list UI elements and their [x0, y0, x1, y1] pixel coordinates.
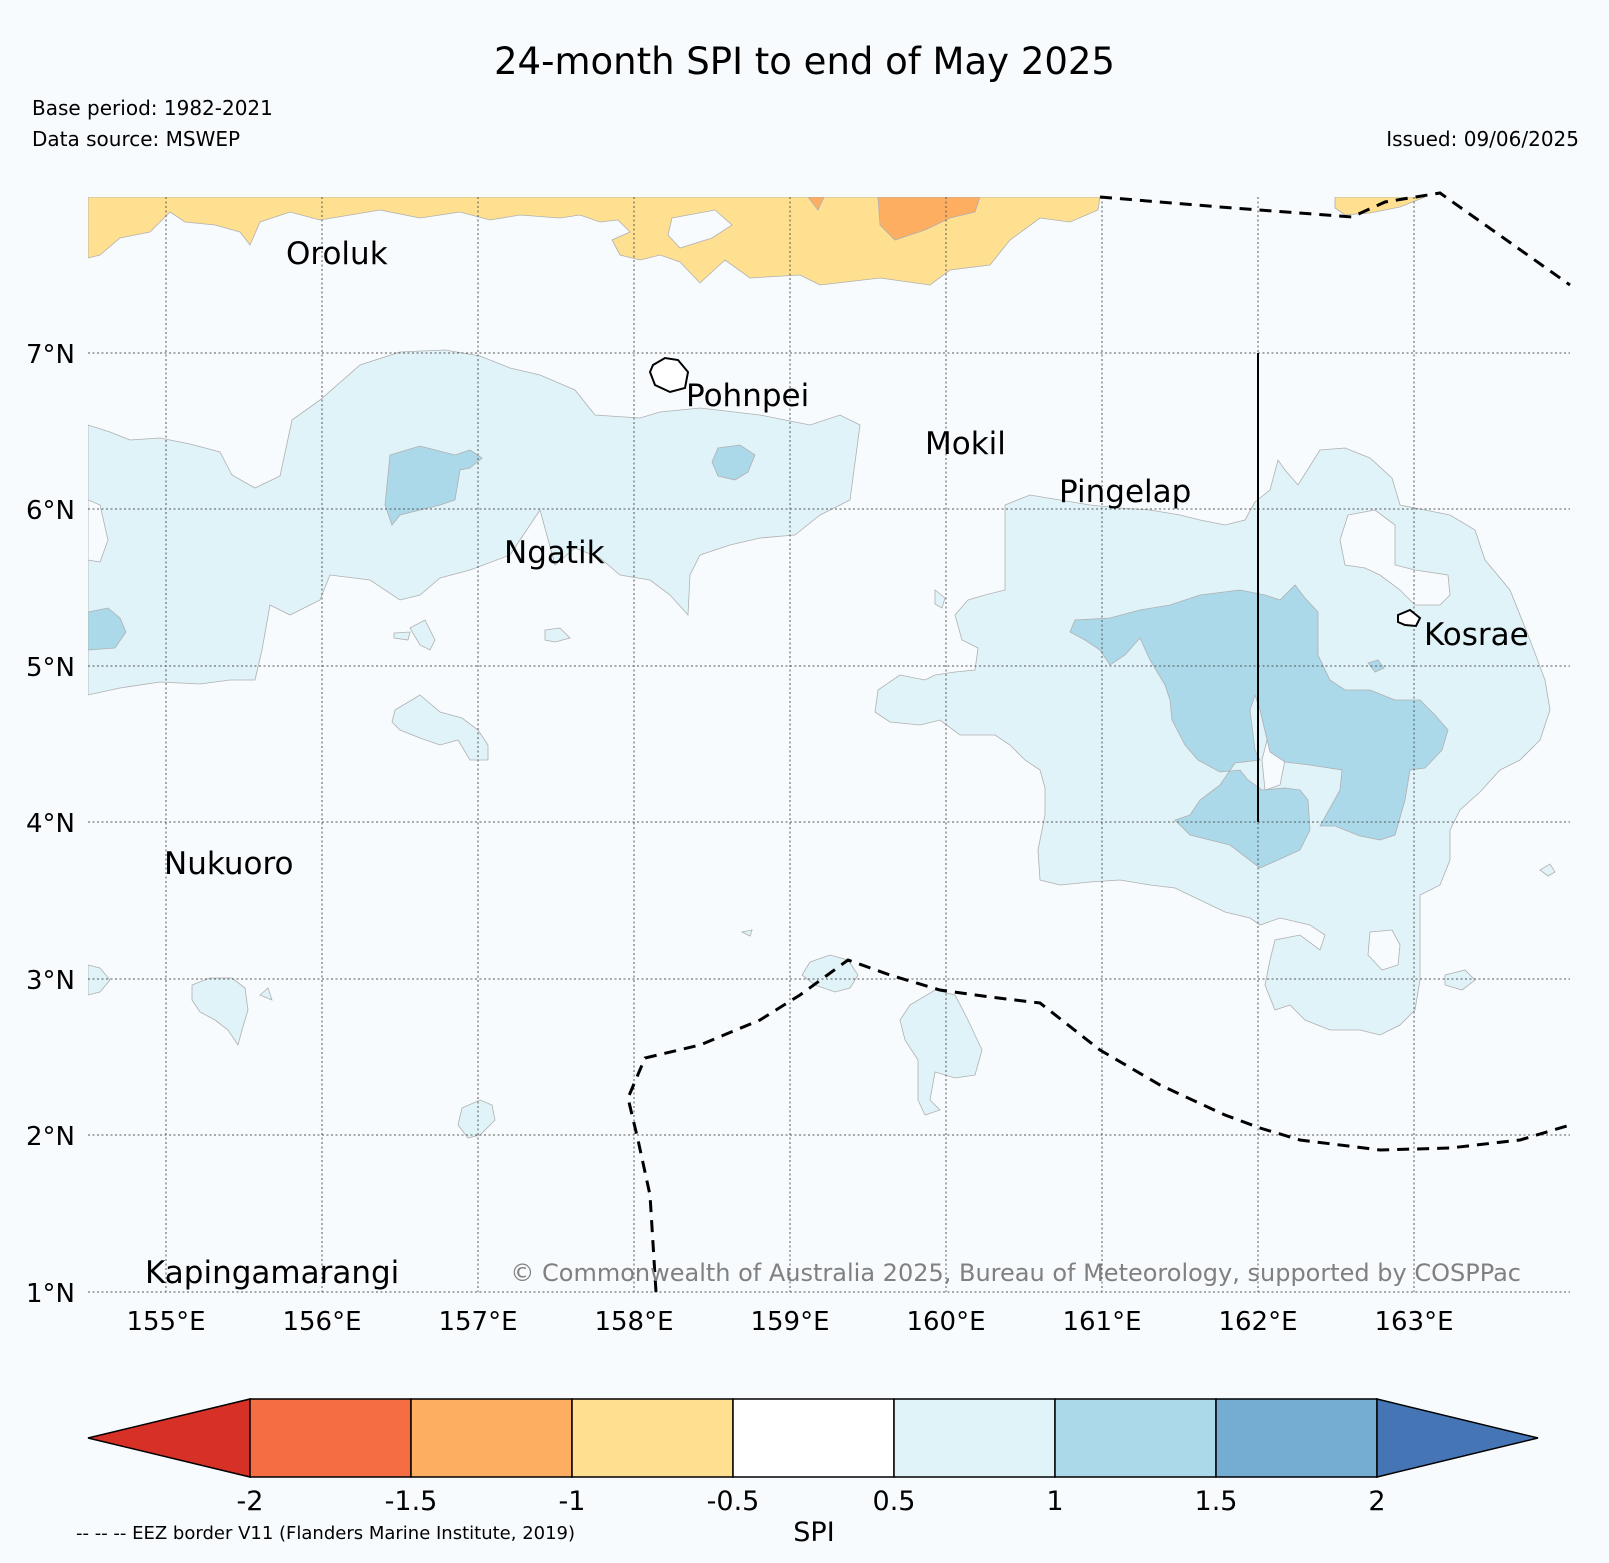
- colorbar-label: SPI: [793, 1517, 834, 1548]
- place-ngatik: Ngatik: [504, 535, 605, 571]
- place-mokil: Mokil: [925, 426, 1006, 462]
- wet-patch-pohnpei: [711, 444, 756, 481]
- lat-tick-1n: 1°N: [26, 1279, 75, 1309]
- wet-blob-7: [88, 964, 111, 996]
- kosrae-outline: [1397, 608, 1422, 628]
- place-oroluk: Oroluk: [286, 236, 388, 272]
- spi-fill-layer: [88, 197, 1556, 1139]
- normal-hole-east-2: [1367, 929, 1401, 971]
- dry-patch-small: [807, 197, 825, 211]
- place-labels: Oroluk Pohnpei Mokil Pingelap Ngatik Kos…: [145, 236, 1529, 1291]
- normal-hole-west: [88, 499, 109, 563]
- cb-tick-0-5: 0.5: [873, 1486, 916, 1517]
- wet-blob-8: [457, 1099, 496, 1139]
- lat-tick-5n: 5°N: [26, 653, 75, 683]
- colorbar: [87, 1398, 1539, 1478]
- lon-tick-159e: 159°E: [750, 1307, 829, 1337]
- cb-tick-m1-5: -1.5: [385, 1486, 438, 1517]
- wet-blob-12: [1539, 863, 1556, 877]
- colorbar-bin-4: [732, 1398, 895, 1478]
- colorbar-ticks: -2 -1.5 -1 -0.5 0.5 1 1.5 2: [237, 1486, 1386, 1517]
- place-pingelap: Pingelap: [1059, 474, 1191, 510]
- pohnpei-outline: [648, 356, 690, 394]
- issued-date: Issued: 09/06/2025: [1386, 127, 1579, 151]
- place-pohnpei: Pohnpei: [686, 378, 809, 414]
- colorbar-bin-5: [893, 1398, 1056, 1478]
- wet-blob-3: [544, 627, 571, 643]
- cb-tick-m1: -1: [559, 1486, 586, 1517]
- cb-tick-1: 1: [1046, 1486, 1063, 1517]
- wet-core-east: [1069, 584, 1449, 869]
- lon-tick-161e: 161°E: [1062, 1307, 1141, 1337]
- lat-tick-3n: 3°N: [26, 966, 75, 996]
- normal-hole-north: [667, 209, 733, 249]
- wet-blob-1: [409, 619, 436, 651]
- lon-tick-162e: 162°E: [1218, 1307, 1297, 1337]
- lon-tick-156e: 156°E: [282, 1307, 361, 1337]
- colorbar-bin-1: [249, 1398, 412, 1478]
- data-source: Data source: MSWEP: [32, 127, 241, 151]
- wet-blob-6: [259, 987, 273, 1001]
- lon-tick-158e: 158°E: [594, 1307, 673, 1337]
- wet-blob-10: [899, 989, 983, 1116]
- wet-blob-13: [1444, 969, 1476, 991]
- normal-hole-east-1: [1339, 509, 1451, 606]
- base-period: Base period: 1982-2021: [32, 96, 273, 120]
- lon-tick-163e: 163°E: [1374, 1307, 1453, 1337]
- lon-tick-155e: 155°E: [126, 1307, 205, 1337]
- wet-patch-ngatik-north: [384, 445, 483, 526]
- wet-blob-5: [191, 977, 249, 1046]
- lon-tick-labels: 155°E 156°E 157°E 158°E 159°E 160°E 161°…: [126, 1307, 1453, 1337]
- cb-tick-m0-5: -0.5: [707, 1486, 760, 1517]
- colorbar-extend-high: [1376, 1398, 1539, 1478]
- copyright-notice: © Commonwealth of Australia 2025, Bureau…: [510, 1259, 1521, 1287]
- dry-patch-north: [877, 197, 981, 241]
- cb-tick-1-5: 1.5: [1195, 1486, 1238, 1517]
- place-nukuoro: Nukuoro: [164, 846, 293, 882]
- lon-tick-157e: 157°E: [438, 1307, 517, 1337]
- wet-band-west: [88, 349, 861, 696]
- colorbar-bin-2: [410, 1398, 573, 1478]
- eez-border-north: [1099, 191, 1571, 287]
- colorbar-bin-7: [1215, 1398, 1378, 1478]
- colorbar-extend-low: [87, 1398, 251, 1478]
- cb-tick-2: 2: [1368, 1486, 1385, 1517]
- lat-tick-labels: 7°N 6°N 5°N 4°N 3°N 2°N 1°N: [26, 340, 75, 1309]
- lon-tick-160e: 160°E: [906, 1307, 985, 1337]
- map-title: 24-month SPI to end of May 2025: [494, 40, 1115, 83]
- colorbar-bin-3: [571, 1398, 734, 1478]
- lat-tick-7n: 7°N: [26, 340, 75, 370]
- wet-blob-11: [740, 929, 753, 937]
- place-kapingamarangi: Kapingamarangi: [145, 1255, 399, 1291]
- eez-border: [626, 191, 1571, 1293]
- lat-tick-6n: 6°N: [26, 496, 75, 526]
- eez-border-south: [626, 958, 1571, 1293]
- dry-band-north: [88, 197, 1101, 286]
- wet-blob-14: [934, 589, 946, 609]
- wet-blob-2: [393, 631, 411, 641]
- eez-legend-note: -- -- -- EEZ border V11 (Flanders Marine…: [76, 1523, 576, 1544]
- lat-tick-2n: 2°N: [26, 1122, 75, 1152]
- cb-tick-m2: -2: [237, 1486, 264, 1517]
- lat-tick-4n: 4°N: [26, 809, 75, 839]
- place-kosrae: Kosrae: [1424, 617, 1529, 653]
- wet-patch-west-edge: [88, 607, 127, 651]
- dry-band-northeast: [1334, 197, 1426, 216]
- wet-blob-4: [391, 694, 489, 761]
- colorbar-bin-6: [1054, 1398, 1217, 1478]
